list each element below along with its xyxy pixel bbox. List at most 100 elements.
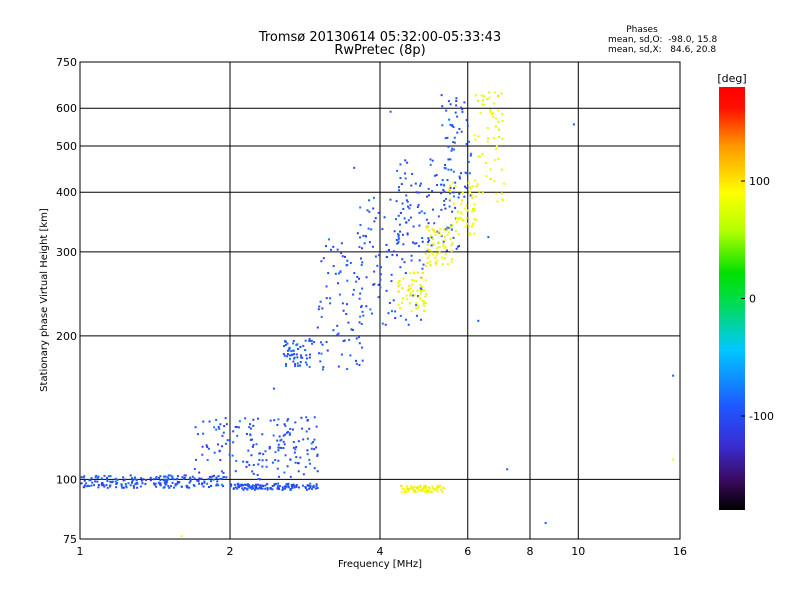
data-point (447, 168, 450, 171)
data-point (320, 315, 323, 318)
data-point (277, 486, 280, 489)
data-point (443, 203, 446, 206)
data-point (449, 192, 452, 195)
data-point (460, 172, 463, 175)
data-point (424, 292, 427, 295)
data-point (484, 162, 487, 165)
data-point (434, 488, 437, 491)
data-point (283, 345, 286, 348)
data-point (294, 461, 297, 464)
data-point (353, 272, 356, 275)
data-point (366, 209, 369, 212)
x-tick-label: 2 (227, 545, 234, 558)
data-point (400, 183, 403, 186)
data-point (460, 130, 463, 133)
data-point (437, 484, 440, 487)
data-point (420, 210, 423, 213)
data-point (304, 486, 307, 489)
data-point (415, 280, 418, 283)
data-point (401, 258, 404, 261)
data-point (127, 482, 130, 485)
data-point (369, 308, 372, 311)
data-point (279, 439, 282, 442)
data-point (237, 482, 240, 485)
data-point (90, 477, 93, 480)
data-point (420, 288, 423, 291)
data-point (451, 210, 454, 213)
data-point (271, 488, 274, 491)
data-point (427, 248, 430, 251)
data-point (350, 328, 353, 331)
data-point (450, 260, 453, 263)
data-point (213, 474, 216, 477)
data-point (236, 434, 239, 437)
data-point (271, 485, 274, 488)
data-point (329, 302, 332, 305)
data-point (306, 449, 309, 452)
data-point (394, 317, 397, 320)
data-point (308, 458, 311, 461)
data-point (286, 352, 289, 355)
data-point (163, 481, 166, 484)
data-point (242, 488, 245, 491)
data-point (159, 475, 162, 478)
data-point (472, 222, 475, 225)
data-point (232, 441, 235, 444)
data-point (129, 474, 132, 477)
data-point (284, 487, 287, 490)
data-point (310, 447, 313, 450)
data-point (266, 488, 269, 491)
data-point (432, 229, 435, 232)
data-point (361, 346, 364, 349)
data-point (264, 484, 267, 487)
data-point (94, 480, 97, 483)
data-point (379, 286, 382, 289)
data-point (295, 485, 298, 488)
data-point (372, 283, 375, 286)
data-point (284, 343, 287, 346)
data-point (183, 476, 186, 479)
data-point (446, 228, 449, 231)
data-point (471, 185, 474, 188)
data-point (424, 485, 427, 488)
data-point (153, 483, 156, 486)
data-point (395, 238, 398, 241)
data-point (224, 442, 227, 445)
data-point (96, 480, 99, 483)
data-point (298, 486, 301, 489)
data-point (97, 484, 100, 487)
data-point (433, 222, 436, 225)
data-point (465, 204, 468, 207)
data-point (445, 109, 448, 112)
data-point (393, 230, 396, 233)
data-point (572, 123, 575, 126)
data-point (114, 477, 117, 480)
y-tick-label: 75 (63, 533, 77, 546)
data-point (373, 283, 376, 286)
data-point (428, 229, 431, 232)
data-point (316, 326, 319, 329)
data-point (310, 488, 313, 491)
data-point (425, 264, 428, 267)
data-point (481, 103, 484, 106)
data-point (207, 485, 210, 488)
data-point (245, 432, 248, 435)
data-point (238, 426, 241, 429)
data-point (445, 249, 448, 252)
data-point (162, 486, 165, 489)
data-point (166, 476, 169, 479)
data-point (498, 135, 501, 138)
data-point (396, 169, 399, 172)
data-point (309, 482, 312, 485)
data-point (260, 487, 263, 490)
data-point (433, 174, 436, 177)
data-point (424, 279, 427, 282)
data-point (311, 486, 314, 489)
data-point (218, 449, 221, 452)
data-point (105, 484, 108, 487)
data-point (384, 323, 387, 326)
data-point (169, 485, 172, 488)
data-point (427, 489, 430, 492)
data-point (174, 483, 177, 486)
data-point (162, 479, 165, 482)
